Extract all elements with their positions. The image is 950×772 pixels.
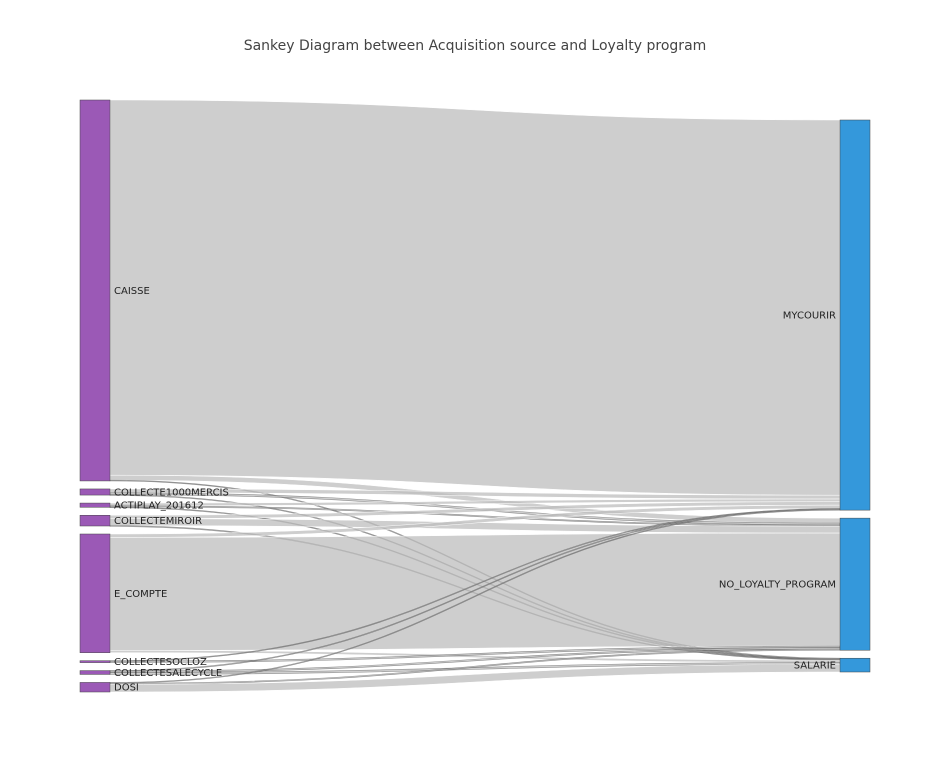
node-salarie[interactable] bbox=[839, 657, 871, 673]
node-label-e-compte: E_COMPTE bbox=[114, 589, 167, 600]
node-actiplay-201612[interactable] bbox=[79, 502, 111, 508]
node-collectesalecycle[interactable] bbox=[79, 670, 111, 675]
node-collectemiroir[interactable] bbox=[79, 515, 111, 527]
node-label-salarie: SALARIE bbox=[794, 661, 836, 672]
node-label-mycourir: MYCOURIR bbox=[783, 311, 836, 322]
node-dosi[interactable] bbox=[79, 682, 111, 693]
link-caisse-to-mycourir[interactable] bbox=[109, 99, 841, 496]
node-label-no-loyalty-program: NO_LOYALTY_PROGRAM bbox=[719, 580, 836, 591]
node-label-collectesalecycle: COLLECTESALECYCLE bbox=[114, 668, 222, 679]
node-label-actiplay-201612: ACTIPLAY_201612 bbox=[114, 501, 204, 512]
node-collecte1000mercis[interactable] bbox=[79, 488, 111, 496]
labels-layer: CAISSE COLLECTE1000MERCIS ACTIPLAY_201612 C… bbox=[114, 286, 836, 694]
node-mycourir[interactable] bbox=[839, 119, 871, 511]
node-label-collecte1000mercis: COLLECTE1000MERCIS bbox=[114, 488, 229, 499]
nodes-layer bbox=[79, 99, 871, 693]
node-label-collectesocloz: COLLECTESOCLOZ bbox=[114, 657, 207, 668]
node-collectesocloz[interactable] bbox=[79, 660, 111, 663]
node-caisse[interactable] bbox=[79, 99, 111, 482]
links-layer bbox=[109, 99, 841, 693]
node-e-compte[interactable] bbox=[79, 533, 111, 653]
chart-title: Sankey Diagram between Acquisition sourc… bbox=[244, 38, 707, 54]
node-no-loyalty-program[interactable] bbox=[839, 517, 871, 651]
node-label-collectemiroir: COLLECTEMIROIR bbox=[114, 516, 202, 527]
node-label-dosi: DOSI bbox=[114, 683, 139, 694]
node-label-caisse: CAISSE bbox=[114, 286, 150, 297]
link-e_compte-to-no_loyalty_program[interactable] bbox=[109, 532, 841, 651]
